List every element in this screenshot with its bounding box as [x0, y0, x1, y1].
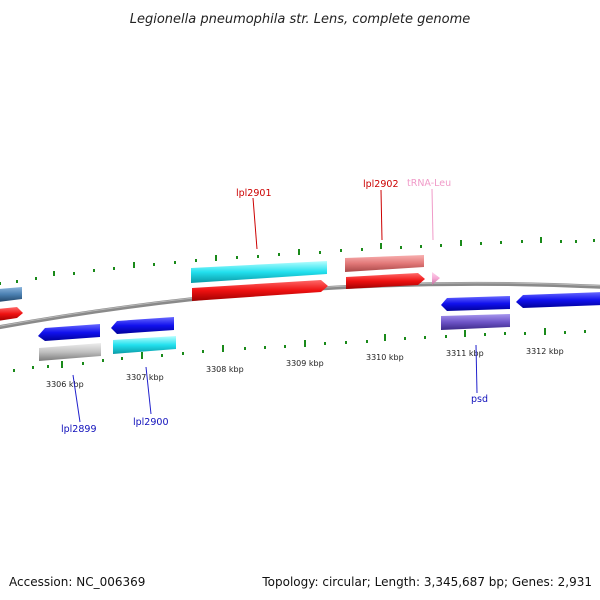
- gene-label-lpl2901[interactable]: lpl2901: [236, 188, 272, 199]
- gene-lpl2901-arrow[interactable]: [192, 280, 328, 301]
- gene-lpl2900-arrow[interactable]: [111, 317, 174, 334]
- scale-label-3306: 3306 kbp: [46, 380, 84, 389]
- gene-lpl2902-arrow[interactable]: [346, 273, 425, 289]
- scale-labels: 3306 kbp 3307 kbp 3308 kbp 3309 kbp 3310…: [46, 347, 564, 389]
- leader-line-lpl2902: [380, 189, 383, 241]
- gene-lpl2899-cds[interactable]: [39, 343, 101, 361]
- scale-label-3310: 3310 kbp: [366, 353, 404, 362]
- neighbor-feature-right[interactable]: [516, 292, 600, 308]
- gene-lpl2899-arrow[interactable]: [38, 324, 100, 341]
- gene-label-lpl2900[interactable]: lpl2900: [133, 417, 169, 428]
- map-title: Legionella pneumophila str. Lens, comple…: [130, 12, 471, 27]
- gene-lpl2902[interactable]: [345, 255, 425, 289]
- gene-lpl2900-cds[interactable]: [113, 336, 176, 354]
- gene-trna-leu-arrow[interactable]: [432, 272, 440, 285]
- gene-lpl2902-cds[interactable]: [345, 255, 424, 272]
- scale-label-3311: 3311 kbp: [446, 349, 484, 358]
- leader-line-trna-leu: [431, 188, 434, 241]
- gene-psd-arrow[interactable]: [441, 296, 510, 311]
- gene-label-psd[interactable]: psd: [471, 394, 488, 405]
- leader-line-lpl2900: [145, 366, 152, 415]
- gene-psd[interactable]: [441, 296, 510, 330]
- inner-tick-row: [13, 328, 586, 372]
- neighbor-feature-left[interactable]: [0, 287, 23, 321]
- gene-lpl2899[interactable]: [38, 324, 101, 361]
- leader-line-lpl2899: [72, 374, 81, 423]
- scale-label-3312: 3312 kbp: [526, 347, 564, 356]
- genome-summary-text: Topology: circular; Length: 3,345,687 bp…: [261, 575, 592, 589]
- outer-tick-row: [0, 237, 595, 285]
- gene-label-trna-leu[interactable]: tRNA-Leu: [407, 178, 451, 189]
- gene-psd-cds[interactable]: [441, 314, 510, 330]
- gene-lpl2900[interactable]: [111, 317, 176, 354]
- scale-label-3308: 3308 kbp: [206, 365, 244, 374]
- leader-line-psd: [475, 344, 478, 394]
- scale-label-3307: 3307 kbp: [126, 373, 164, 382]
- leader-line-lpl2901: [252, 197, 258, 250]
- gene-label-lpl2899[interactable]: lpl2899: [61, 424, 97, 435]
- gene-lpl2901[interactable]: [191, 261, 328, 301]
- gene-label-lpl2902[interactable]: lpl2902: [363, 179, 399, 190]
- gene-lpl2901-cds[interactable]: [191, 261, 327, 283]
- accession-text: Accession: NC_006369: [9, 575, 145, 589]
- scale-label-3309: 3309 kbp: [286, 359, 324, 368]
